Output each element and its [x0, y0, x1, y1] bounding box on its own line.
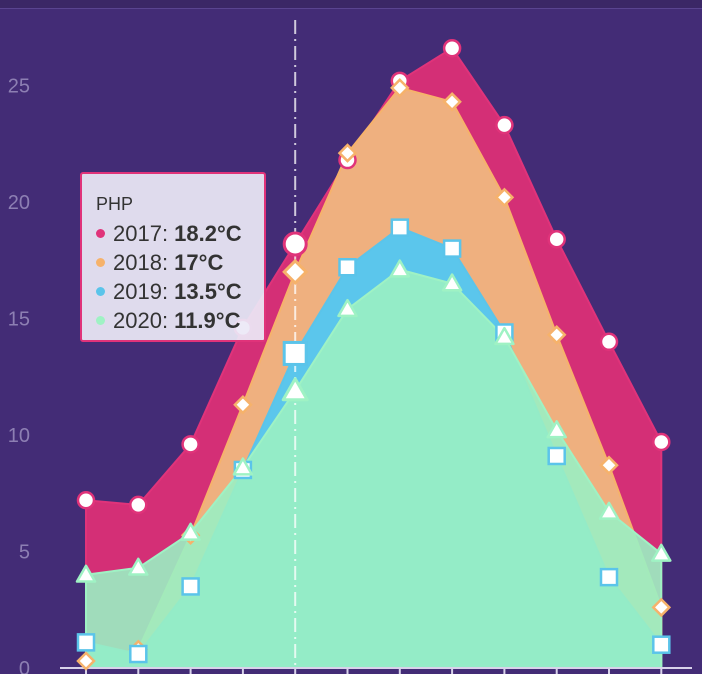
marker-2017-Sep[interactable] — [495, 115, 514, 135]
tooltip-label: 2018: — [113, 250, 175, 275]
marker-2017-Oct[interactable] — [547, 230, 566, 249]
marker-2020-Dec[interactable] — [651, 543, 672, 562]
y-tick-label: 25 — [8, 76, 30, 98]
y-tick-label: 5 — [19, 542, 30, 564]
legend-dot-2019 — [96, 287, 105, 296]
marker-2020-Mar[interactable] — [180, 522, 201, 541]
marker-2018-Aug[interactable] — [442, 92, 462, 112]
marker-2018-Jul[interactable] — [390, 78, 410, 98]
tooltip-value: 18.2°C — [174, 221, 242, 246]
marker-2017-Nov[interactable] — [599, 332, 619, 352]
marker-2018-Dec[interactable] — [651, 597, 672, 618]
marker-2019-Feb[interactable] — [129, 644, 148, 664]
marker-2020-Feb[interactable] — [128, 557, 149, 576]
marker-2018-Oct[interactable] — [546, 325, 567, 345]
tooltip-label: 2020: — [113, 308, 175, 333]
legend-dot-2018 — [96, 258, 105, 267]
y-axis: 0 5 10 15 20 25 — [8, 76, 30, 674]
tooltip-row-2017: 2017: 18.2°C — [96, 219, 264, 248]
tooltip-value: 17°C — [174, 250, 224, 275]
marker-2017-Dec[interactable] — [652, 432, 671, 452]
tooltip-row-2020: 2020: 11.9°C — [96, 306, 264, 335]
marker-2019-Mar[interactable] — [181, 577, 200, 596]
marker-2019-Jun[interactable] — [338, 257, 357, 277]
marker-2020-Oct[interactable] — [546, 420, 567, 439]
marker-2019-Nov[interactable] — [599, 567, 619, 587]
marker-2020-Sep[interactable] — [494, 326, 515, 346]
marker-2020-Nov[interactable] — [598, 501, 620, 520]
marker-2020-Aug[interactable] — [441, 273, 463, 292]
marker-2019-Dec[interactable] — [652, 635, 671, 654]
marker-2018-Sep[interactable] — [494, 187, 515, 208]
top-border-line — [0, 8, 702, 9]
marker-2018-Jan[interactable] — [76, 651, 96, 671]
tooltip-label: 2019: — [113, 279, 175, 304]
top-strip — [0, 0, 702, 8]
tooltip-label: 2017: — [113, 221, 175, 246]
marker-2019-Oct[interactable] — [547, 446, 566, 466]
marker-2019-May[interactable] — [282, 340, 308, 366]
marker-2020-Jan[interactable] — [75, 564, 97, 583]
tooltip-value: 11.9°C — [174, 308, 241, 333]
marker-2017-Mar[interactable] — [181, 435, 200, 454]
legend-dot-2020 — [96, 316, 105, 325]
marker-2018-May[interactable] — [282, 258, 309, 286]
y-tick-label: 15 — [8, 309, 30, 331]
legend-dot-2017 — [96, 229, 105, 238]
marker-2019-Jul[interactable] — [390, 218, 410, 237]
y-tick-label: 20 — [8, 192, 30, 214]
marker-2020-Apr[interactable] — [232, 457, 254, 476]
marker-2019-Aug[interactable] — [442, 239, 462, 258]
marker-2019-Jan[interactable] — [76, 633, 96, 652]
marker-2020-Jun[interactable] — [337, 298, 358, 318]
chart-tooltip: PHP 2017: 18.2°C 2018: 17°C 2019: 13.5°C… — [80, 172, 266, 342]
marker-2017-Feb[interactable] — [129, 495, 148, 515]
x-axis — [60, 667, 692, 674]
series-markers — [75, 38, 672, 671]
marker-2020-May[interactable] — [281, 377, 309, 402]
marker-2017-Aug[interactable] — [442, 38, 462, 58]
tooltip-row-2018: 2018: 17°C — [96, 248, 264, 277]
marker-2018-Apr[interactable] — [233, 394, 253, 415]
marker-2018-Nov[interactable] — [599, 455, 619, 476]
series-areas — [85, 47, 663, 669]
marker-2017-Jan[interactable] — [76, 490, 96, 510]
y-tick-label: 10 — [8, 425, 30, 447]
marker-2020-Jul[interactable] — [389, 259, 411, 278]
marker-2017-May[interactable] — [282, 231, 308, 257]
tooltip-title: PHP — [96, 194, 134, 214]
y-tick-label: 0 — [19, 658, 30, 674]
tooltip-row-2019: 2019: 13.5°C — [96, 277, 264, 306]
tooltip-value: 13.5°C — [174, 279, 242, 304]
marker-2018-Jun[interactable] — [337, 143, 358, 163]
